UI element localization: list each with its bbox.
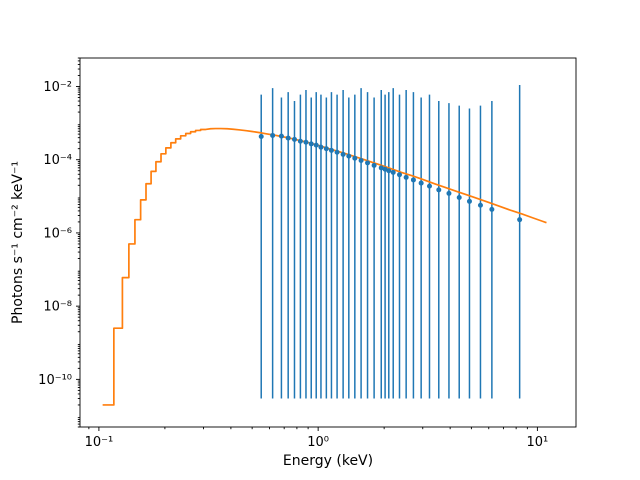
data-points: [258, 132, 523, 223]
data-point: [334, 149, 340, 155]
data-point: [291, 136, 297, 142]
y-tick-label: 10⁻⁸: [43, 300, 72, 315]
data-point: [390, 169, 396, 175]
data-point: [446, 190, 452, 196]
data-point: [297, 138, 303, 144]
data-point: [358, 158, 364, 164]
x-tick-label: 10¹: [527, 435, 549, 450]
data-point: [517, 217, 523, 223]
data-point: [466, 198, 472, 204]
data-point: [378, 165, 384, 171]
data-point: [352, 155, 358, 161]
x-tick-label: 10⁻¹: [85, 435, 114, 450]
data-point: [477, 202, 483, 208]
data-point: [426, 183, 432, 189]
data-point: [456, 194, 462, 200]
data-point: [489, 206, 495, 212]
data-point: [308, 141, 314, 147]
y-axis-label: Photons s⁻¹ cm⁻² keV⁻¹: [10, 161, 26, 324]
y-tick-label: 10⁻⁶: [43, 226, 72, 241]
ticks: 10⁻¹ 10⁰ 10¹ 10⁻¹⁰ 10⁻⁸ 10⁻⁶ 10⁻⁴ 10⁻²: [38, 57, 549, 450]
model-line: [102, 127, 547, 406]
data-point: [258, 134, 264, 140]
plot-area: [80, 58, 576, 427]
axes-spines: [79, 57, 577, 428]
data-point: [436, 187, 442, 193]
data-point: [403, 174, 409, 180]
y-tick-label: 10⁻⁴: [43, 153, 72, 168]
y-tick-label: 10⁻²: [43, 80, 72, 95]
data-point: [386, 168, 392, 174]
y-tick-label: 10⁻¹⁰: [38, 373, 72, 388]
data-point: [340, 151, 346, 157]
data-point: [328, 147, 334, 153]
data-point: [323, 146, 329, 152]
data-point: [418, 180, 424, 186]
data-point: [285, 135, 291, 141]
data-point: [303, 139, 309, 145]
data-point: [410, 177, 416, 183]
x-axis-label: Energy (keV): [283, 453, 373, 469]
data-point: [278, 133, 284, 139]
data-point: [397, 172, 403, 178]
data-point: [346, 153, 352, 159]
data-point: [270, 132, 276, 138]
data-point: [371, 162, 377, 168]
data-point: [318, 144, 324, 150]
data-point: [313, 142, 319, 148]
data-point: [365, 160, 371, 166]
x-tick-label: 10⁰: [307, 435, 329, 450]
